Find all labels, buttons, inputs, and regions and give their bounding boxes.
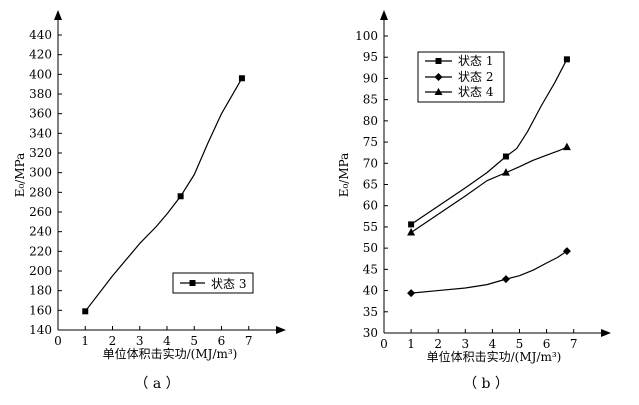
chart-b-series-1-point: [563, 56, 570, 63]
chart-b-x-tick-label: 7: [570, 337, 578, 351]
chart-a-series-1-point: [177, 193, 184, 200]
chart-a-y-tick-label: 340: [29, 126, 52, 140]
chart-b-series-2-point: [501, 275, 510, 284]
chart-a-y-tick-label: 260: [29, 205, 52, 219]
chart-a-x-tick-label: 1: [81, 334, 89, 348]
chart-b-xlabel: 单位体积击实功/(MJ/m³): [427, 349, 562, 364]
chart-b-legend-label-1: 状态 1: [458, 54, 493, 68]
chart-a-x-tick-label: 5: [190, 334, 198, 348]
chart-b-series-2-line: [411, 250, 568, 294]
chart-a-y-tick-label: 360: [29, 107, 52, 121]
chart-a-y-tick-label: 200: [29, 264, 52, 278]
chart-b-x-tick-label: 5: [516, 337, 524, 351]
chart-b-series-2-point: [562, 247, 571, 256]
chart-a-lines: [84, 77, 243, 312]
chart-b-y-tick-label: 90: [363, 71, 378, 85]
chart-b-legend-marker-2: [434, 73, 443, 81]
chart-b-x-tick-label: 2: [434, 337, 442, 351]
chart-b-y-tick-label: 60: [363, 199, 378, 213]
chart-b-x-arrow: [601, 329, 611, 337]
chart-b-lines: [410, 59, 568, 294]
chart-a-ticks: 0 1 2 3 4 5 6 7 140 160 180 200 220 240 260 280 300 320 34…: [29, 28, 252, 348]
chart-b-y-tick-label: 75: [363, 135, 378, 149]
chart-a-x-tick-label: 6: [218, 334, 226, 348]
chart-b-x-tick-label: 6: [543, 337, 551, 351]
chart-b-series-3-point: [562, 142, 571, 151]
chart-a: E₀/MPa 单位体积击实功/(MJ/m³) 0 1 2 3 4 5 6 7 140 160 180…: [13, 10, 286, 392]
chart-a-markers: [82, 75, 245, 315]
chart-b-legend-label-3: 状态 4: [458, 85, 494, 99]
chart-b-caption: （ b ）: [463, 376, 509, 392]
chart-a-series-1-point: [238, 75, 245, 82]
chart-a-y-tick-label: 160: [29, 303, 52, 317]
chart-b-y-tick-label: 65: [363, 178, 378, 192]
chart-b-y-tick-label: 80: [363, 114, 378, 128]
chart-b-legend: 状态 1 状态 2 状态 4: [417, 51, 505, 103]
chart-b-ylabel: E₀/MPa: [337, 153, 351, 198]
chart-a-x-tick-label: 4: [163, 334, 171, 348]
chart-a-caption: （ a ）: [134, 376, 179, 392]
chart-a-y-tick-label: 220: [29, 244, 52, 258]
chart-a-y-tick-label: 380: [29, 87, 52, 101]
chart-a-y-tick-label: 400: [29, 67, 52, 81]
chart-b-y-tick-label: 45: [363, 262, 378, 276]
chart-a-y-tick-label: 300: [29, 166, 52, 180]
chart-a-legend-box: [172, 272, 254, 294]
chart-a-x-tick-label: 2: [109, 334, 117, 348]
chart-b-y-tick-label: 100: [355, 29, 378, 43]
chart-b-y-tick-label: 95: [363, 50, 378, 64]
chart-b-y-tick-label: 70: [363, 156, 378, 170]
chart-b-x-tick-label: 3: [461, 337, 469, 351]
chart-b-x-tick-label: 4: [489, 337, 497, 351]
chart-a-y-tick-label: 140: [29, 323, 52, 337]
chart-b-legend-marker-3: [434, 88, 443, 95]
chart-b-x-tick-label: 0: [380, 337, 388, 351]
chart-b-y-tick-label: 55: [363, 220, 378, 234]
chart-a-series-1-line: [84, 77, 243, 312]
chart-b-y-tick-label: 30: [363, 326, 378, 340]
chart-b-x-tick-label: 1: [407, 337, 415, 351]
chart-a-y-tick-label: 320: [29, 146, 52, 160]
chart-a-y-tick-label: 240: [29, 225, 52, 239]
chart-b-series-1-line: [410, 59, 568, 225]
chart-b-y-arrow: [380, 10, 388, 20]
chart-b-series-2-point: [407, 289, 416, 298]
chart-b-markers: [407, 56, 571, 298]
chart-b-legend-label-2: 状态 2: [458, 70, 493, 84]
chart-b-legend-marker-1: [435, 58, 442, 64]
chart-b-y-tick-label: 85: [363, 93, 378, 107]
chart-a-x-tick-label: 0: [54, 334, 62, 348]
chart-a-series-1-point: [82, 308, 89, 315]
chart-a-legend-marker: [189, 280, 196, 286]
chart-a-x-tick-label: 3: [136, 334, 144, 348]
chart-a-legend: 状态 3: [172, 272, 254, 294]
chart-a-y-tick-label: 420: [29, 48, 52, 62]
chart-b-y-tick-label: 50: [363, 241, 378, 255]
chart-b-series-1-point: [502, 153, 509, 160]
chart-a-y-tick-label: 440: [29, 28, 52, 42]
chart-a-y-tick-label: 180: [29, 284, 52, 298]
chart-b-series-3-line: [410, 146, 568, 233]
chart-b-series-3-point: [407, 227, 416, 236]
chart-b-series-1-point: [408, 221, 415, 228]
chart-a-x-tick-label: 7: [245, 334, 253, 348]
chart-b-series-3-point: [501, 168, 510, 176]
chart-a-ylabel: E₀/MPa: [13, 153, 27, 198]
chart-a-y-tick-label: 280: [29, 185, 52, 199]
chart-b-y-tick-label: 40: [363, 284, 378, 298]
chart-b-y-tick-label: 35: [363, 305, 378, 319]
chart-a-legend-label: 状态 3: [211, 277, 246, 291]
chart-a-y-arrow: [54, 10, 62, 20]
chart-a-x-arrow: [276, 326, 286, 334]
chart-b: E₀/MPa 单位体积击实功/(MJ/m³) 0 1 2 3 4 5 6 7303540455…: [337, 10, 611, 392]
chart-a-xlabel: 单位体积击实功/(MJ/m³): [103, 346, 238, 361]
